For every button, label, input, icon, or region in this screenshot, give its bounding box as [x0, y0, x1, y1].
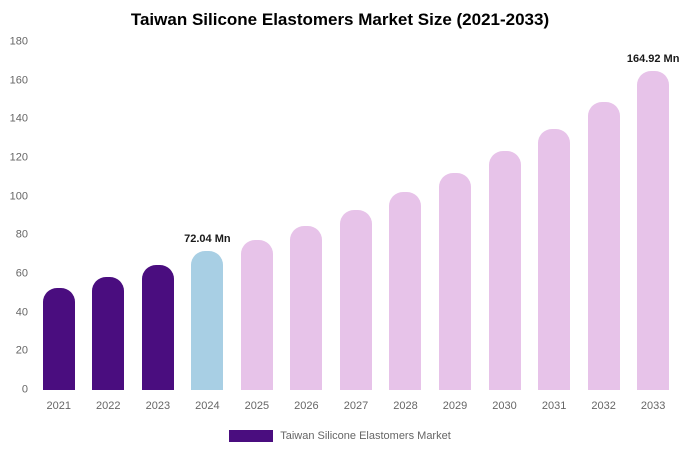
bar-2022	[92, 276, 125, 390]
x-tick-label: 2027	[343, 400, 369, 412]
bars: 2021 2022 2023 72.04 Mn 2024 2025 2026 2027 2028…	[34, 42, 680, 412]
x-tick-label: 2031	[541, 400, 567, 412]
bar-2030	[488, 151, 521, 390]
bar-slot: 2028	[381, 42, 431, 412]
value-label: 72.04 Mn	[184, 232, 231, 245]
y-tick-label: 60	[15, 267, 28, 280]
bar-2031	[538, 129, 571, 390]
bar-slot: 164.92 Mn 2033	[627, 42, 680, 412]
plot-area: 2021 2022 2023 72.04 Mn 2024 2025 2026 2027 2028…	[34, 42, 680, 412]
x-tick-label: 2024	[195, 400, 220, 412]
y-axis: 0 20 40 60 80 100 120 140 160 180	[2, 36, 30, 395]
legend-label: Taiwan Silicone Elastomers Market	[280, 430, 451, 442]
bar-2025	[240, 240, 273, 390]
y-tick-label: 0	[21, 383, 28, 396]
x-tick-label: 2033	[640, 400, 666, 412]
y-tick-label: 80	[15, 228, 28, 241]
y-tick-label: 20	[15, 344, 28, 357]
legend-swatch	[229, 430, 274, 442]
y-tick-label: 120	[9, 151, 28, 164]
bar-slot: 2025	[232, 42, 282, 412]
bar-2028	[389, 191, 422, 390]
bar-slot: 2032	[579, 42, 629, 412]
bar-slot: 2023	[133, 42, 183, 412]
bar-2023	[141, 265, 174, 390]
bar-slot: 2027	[331, 42, 381, 412]
y-tick-label: 140	[9, 112, 28, 125]
bar-slot: 2022	[84, 42, 134, 412]
bar-slot: 2026	[282, 42, 332, 412]
legend: Taiwan Silicone Elastomers Market	[0, 430, 680, 442]
x-tick-label: 2032	[591, 400, 616, 412]
x-tick-label: 2029	[442, 400, 468, 412]
bar-2021	[42, 287, 75, 390]
x-tick-label: 2025	[244, 400, 270, 412]
bar-2027	[339, 210, 372, 390]
bar-slot: 72.04 Mn 2024	[183, 42, 233, 412]
bar-slot: 2031	[529, 42, 579, 412]
y-tick-label: 160	[9, 74, 28, 87]
bar-slot: 2030	[480, 42, 530, 412]
bar-slot: 2029	[430, 42, 480, 412]
x-tick-label: 2021	[46, 400, 72, 412]
bar-2029	[439, 172, 472, 390]
bar-2024: 72.04 Mn	[184, 233, 231, 390]
y-tick-label: 180	[9, 35, 28, 48]
bar-2032	[587, 101, 620, 390]
bar-2026	[290, 225, 323, 390]
x-tick-label: 2028	[393, 400, 418, 412]
x-tick-label: 2023	[145, 400, 171, 412]
y-tick-label: 40	[15, 306, 28, 319]
value-label: 164.92 Mn	[626, 53, 680, 66]
y-tick-label: 100	[9, 190, 28, 203]
x-tick-label: 2030	[492, 400, 517, 412]
x-tick-label: 2026	[294, 400, 319, 412]
bar-slot: 2021	[34, 42, 84, 412]
chart-title: Taiwan Silicone Elastomers Market Size (…	[130, 10, 550, 29]
x-tick-label: 2022	[96, 400, 121, 412]
bar-2033: 164.92 Mn	[627, 53, 679, 390]
